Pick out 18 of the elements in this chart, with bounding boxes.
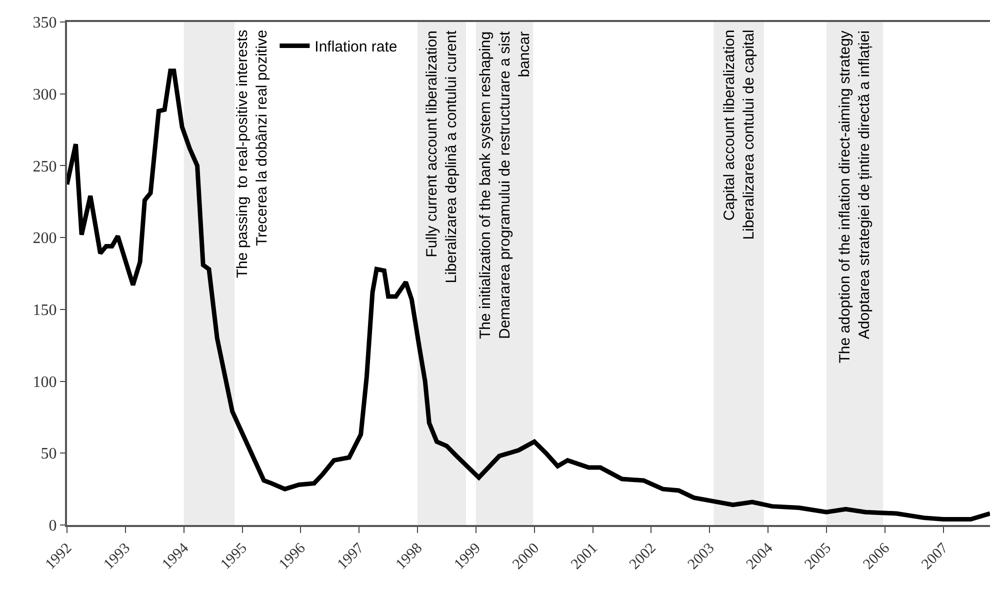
y-tick-label: 50: [40, 446, 57, 463]
band-label: The initialization of the bank system reshaping Demararea programului de restructurare a sist bancar: [477, 30, 534, 340]
legend-label: Inflation rate: [314, 38, 398, 56]
x-tick-label: 1993: [101, 540, 134, 573]
x-tick-label: 1999: [452, 540, 484, 573]
band-label: Fully current account liberalization Liberalizarea deplină a contului curent: [423, 30, 460, 284]
y-tick-label: 100: [32, 374, 57, 391]
y-tick-label: 350: [32, 14, 57, 32]
y-tick-label: 0: [48, 518, 57, 535]
y-tick-label: 150: [32, 302, 57, 320]
y-tick-label: 250: [32, 158, 57, 176]
band-label: Capital account liberalization Liberalizarea contului de capital: [720, 30, 758, 240]
band-label: The passing to real-positive interests Trecerea la dobânzi real pozitive: [234, 30, 271, 278]
y-tick-label: 300: [32, 86, 57, 104]
band-label: The adoption of the inflation direct-aiming strategy Adoptarea strategiei de țintire directă a inflației: [836, 30, 873, 364]
x-tick-label: 1992: [42, 540, 76, 573]
y-tick-label: 200: [32, 230, 57, 248]
x-tick-label: 2001: [568, 540, 601, 573]
